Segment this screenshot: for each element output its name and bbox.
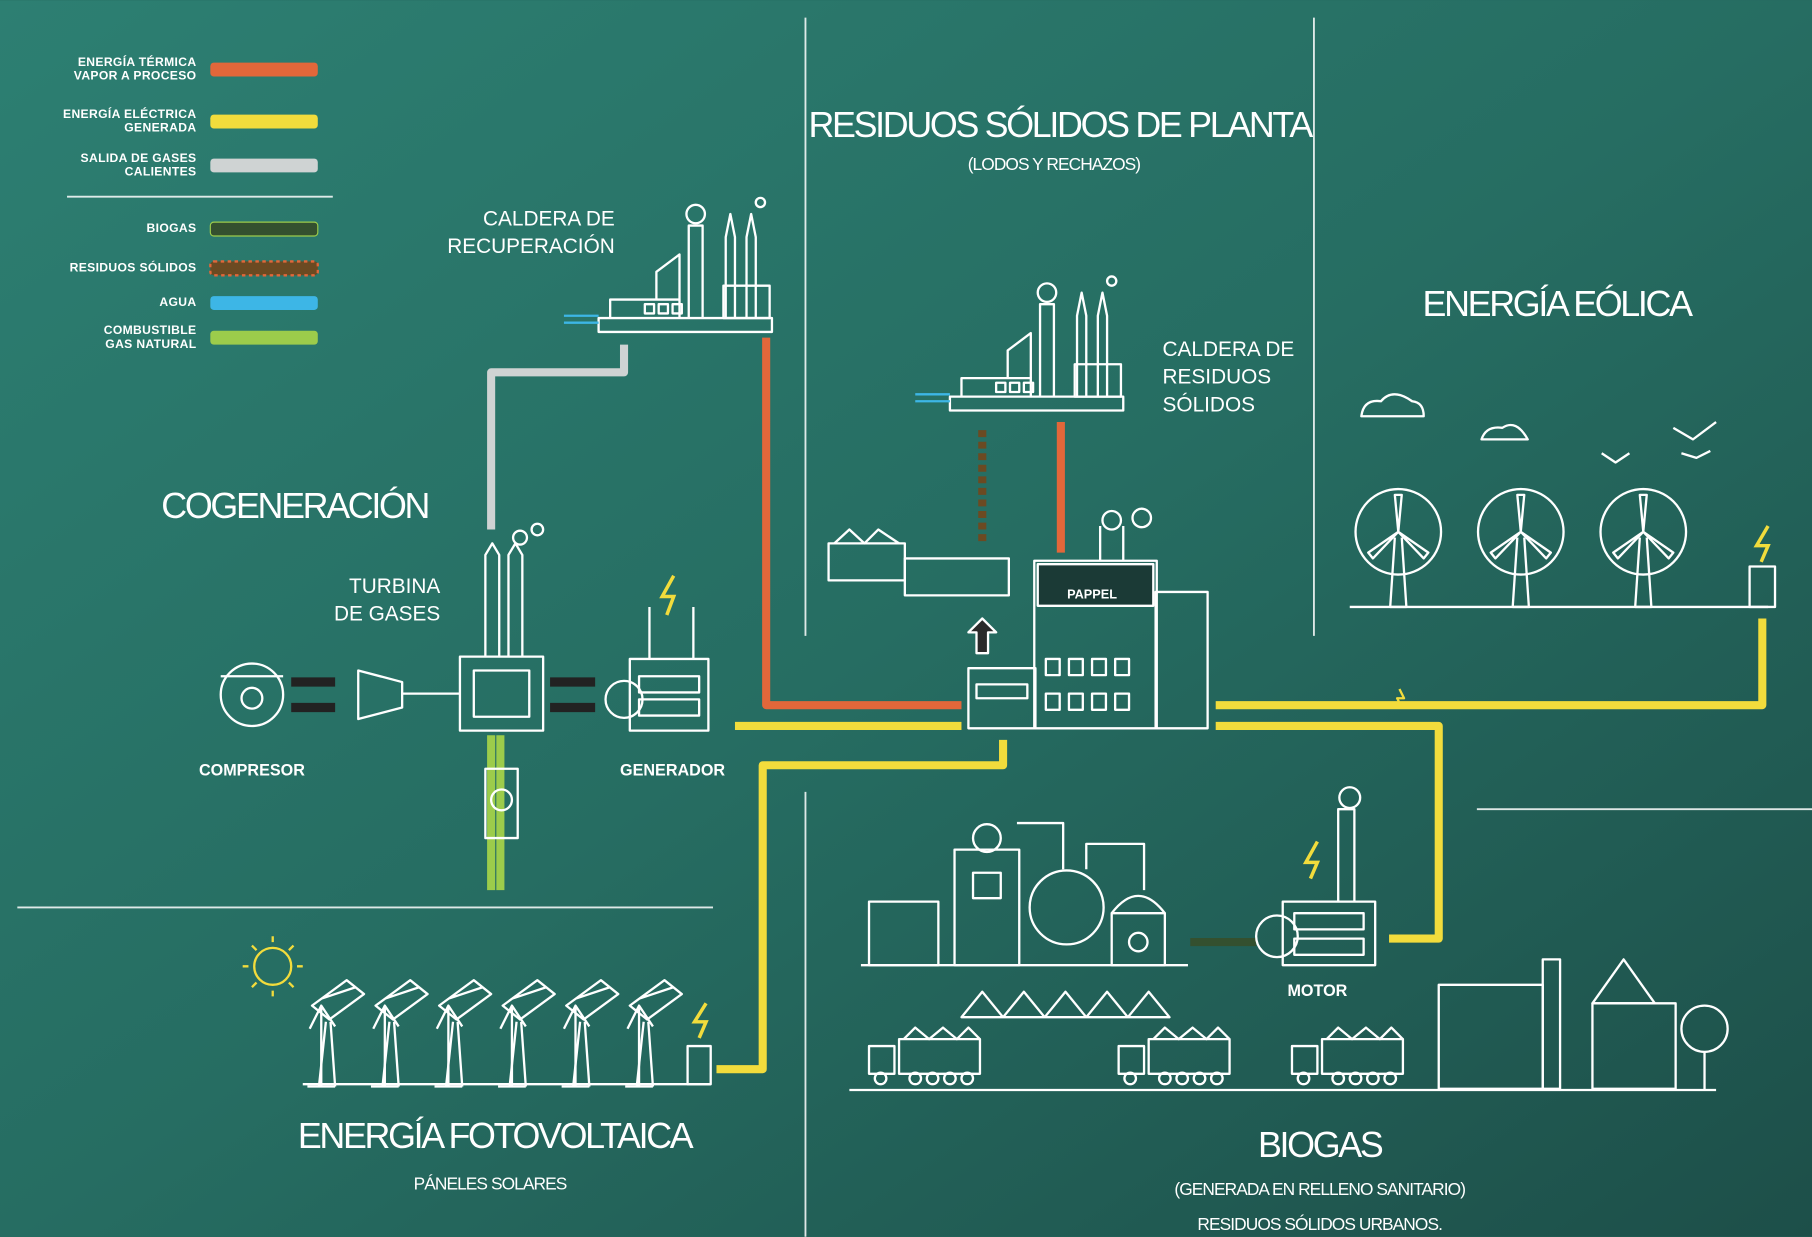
legend-label: GENERADA (124, 121, 196, 135)
label: COMPRESOR (199, 761, 305, 779)
label: RECUPERACIÓN (447, 235, 615, 258)
label: CALDERA DE (483, 207, 615, 230)
section-title: COGENERACIÓN (161, 486, 428, 526)
section-title: ENERGÍA FOTOVOLTAICA (298, 1116, 694, 1156)
label: TURBINA (349, 575, 440, 598)
logo: PAPPEL (1067, 587, 1117, 602)
legend-label: RESIDUOS SÓLIDOS (70, 260, 197, 275)
legend-swatch (210, 222, 317, 236)
legend-label: ENERGÍA ELÉCTRICA (63, 106, 196, 121)
label: MOTOR (1287, 982, 1347, 1000)
legend-label: BIOGAS (147, 221, 197, 235)
section-note: RESIDUOS SÓLIDOS URBANOS. (1197, 1214, 1442, 1234)
legend-label: COMBUSTIBLE (104, 323, 197, 337)
legend-swatch (210, 331, 317, 345)
section-subtitle: (GENERADA EN RELLENO SANITARIO) (1174, 1179, 1465, 1199)
legend-label: GAS NATURAL (105, 337, 196, 351)
legend-swatch (210, 115, 317, 129)
legend-label: VAPOR A PROCESO (74, 69, 197, 83)
label: CALDERA DE (1163, 338, 1295, 361)
section-title: BIOGAS (1258, 1125, 1383, 1165)
label: DE GASES (334, 603, 440, 626)
legend-swatch (210, 63, 317, 77)
label: GENERADOR (620, 761, 725, 779)
label: SÓLIDOS (1163, 393, 1255, 416)
legend-swatch (210, 261, 317, 275)
background (0, 0, 1812, 1237)
legend-swatch (210, 296, 317, 310)
diagram: ENERGÍA TÉRMICAVAPOR A PROCESO ENERGÍA EL… (0, 0, 1812, 1237)
legend-label: CALIENTES (125, 165, 197, 179)
section-title: ENERGÍA EÓLICA (1423, 284, 1694, 324)
legend-swatch (210, 159, 317, 173)
label: RESIDUOS (1163, 366, 1272, 389)
page: ENERGÍA TÉRMICAVAPOR A PROCESO ENERGÍA EL… (0, 0, 1812, 1237)
section-subtitle: PÁNELES SOLARES (414, 1173, 567, 1193)
section-title: RESIDUOS SÓLIDOS DE PLANTA (808, 105, 1313, 145)
legend-label: ENERGÍA TÉRMICA (78, 54, 197, 69)
legend-label: SALIDA DE GASES (81, 151, 197, 165)
section-subtitle: (LODOS Y RECHAZOS) (968, 154, 1141, 174)
legend-label: AGUA (159, 295, 196, 309)
